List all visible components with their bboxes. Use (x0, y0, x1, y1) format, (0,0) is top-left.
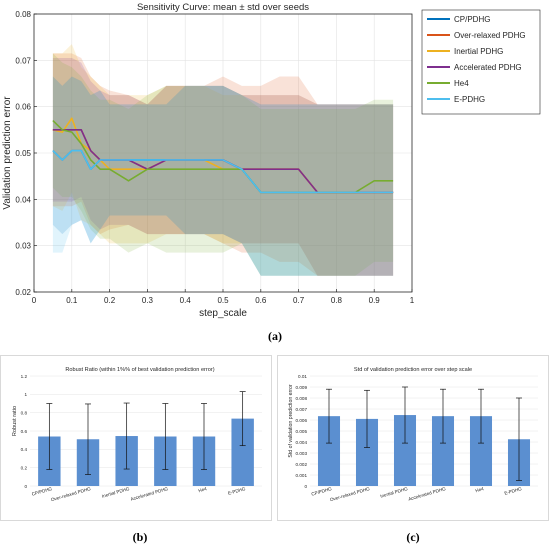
y-tick-label: 0.01 (298, 374, 307, 379)
y-tick-label: 1 (24, 392, 27, 397)
y-tick-label: 0.03 (15, 242, 31, 251)
caption-a: (a) (268, 329, 282, 343)
x-tick-label: CP/PDHG (311, 486, 333, 497)
std-band-0 (52, 76, 394, 276)
panel-c-error-bars (326, 386, 522, 481)
y-tick-label: 0.04 (15, 195, 31, 204)
x-tick-label: 0.3 (142, 296, 154, 305)
y-tick-label: 0.02 (15, 288, 31, 297)
y-tick-label: 0.008 (296, 396, 308, 401)
y-tick-label: 0 (304, 484, 307, 489)
std-band-5 (52, 76, 394, 276)
bar (431, 416, 455, 486)
y-tick-label: 0.08 (15, 10, 31, 19)
panel-c-title: Std of validation prediction error over … (354, 367, 472, 373)
panel-a-y-label: Validation prediction error (2, 96, 13, 210)
x-tick-label: He4 (198, 486, 208, 493)
y-tick-label: 0.007 (296, 407, 308, 412)
x-tick-label: 0.5 (217, 296, 229, 305)
caption-c: (c) (406, 530, 419, 544)
bar (393, 415, 417, 486)
panel-c-y-label: Std of validation prediction error (288, 384, 294, 458)
x-tick-label: He4 (475, 486, 485, 493)
panel-b-title: Robust Ratio (within 1%% of best validat… (65, 367, 214, 373)
panel-c-y-ticks: 0 0.001 0.002 0.003 0.004 0.005 0.006 0.007 0.00… (296, 374, 308, 489)
x-tick-label: 0.4 (180, 296, 192, 305)
y-tick-label: 0.004 (296, 440, 308, 445)
x-tick-label: 0.1 (66, 296, 78, 305)
bar (317, 416, 341, 486)
legend-label: Inertial PDHG (454, 47, 503, 56)
x-tick-label: 0 (32, 296, 37, 305)
legend-label: He4 (454, 79, 469, 88)
panel-a-mean-lines (52, 117, 394, 194)
bar (231, 418, 254, 486)
panel-a-legend: CP/PDHG Over-relaxed PDHG Inertial PDHG Acc… (421, 9, 541, 115)
panel-b-y-ticks: 0 0.2 0.4 0.6 0.8 1 1.2 (21, 374, 28, 489)
panel-a-y-ticks: 0.02 0.03 0.04 0.05 0.06 0.07 0.08 (15, 10, 37, 297)
std-band-4 (52, 53, 394, 276)
x-tick-label: 0.7 (293, 296, 305, 305)
y-tick-label: 0 (24, 484, 27, 489)
bar (469, 416, 493, 486)
std-band-3 (52, 58, 394, 276)
panel-c-bars (317, 415, 531, 486)
panel-b-grid (30, 375, 262, 487)
x-tick-label: CP/PDHG (31, 486, 53, 497)
y-tick-label: 0.07 (15, 56, 31, 65)
panel-a-x-label: step_scale (199, 308, 247, 319)
sensitivity-curve-panel: Sensitivity Curve: mean ± std over seeds… (2, 2, 541, 343)
y-tick-label: 0.6 (21, 429, 28, 434)
legend-label: Over-relaxed PDHG (454, 31, 526, 40)
bar (355, 418, 379, 486)
panel-c-grid (310, 375, 538, 487)
caption-b: (b) (133, 530, 148, 544)
y-tick-label: 0.05 (15, 149, 31, 158)
y-tick-label: 0.005 (296, 429, 308, 434)
robust-ratio-panel: Robust Ratio (within 1%% of best validat… (0, 355, 272, 544)
panel-a-title: Sensitivity Curve: mean ± std over seeds (137, 2, 309, 13)
x-tick-label: E-PDHG (504, 486, 523, 496)
x-tick-label: 1 (410, 296, 415, 305)
y-tick-label: 0.001 (296, 473, 308, 478)
y-tick-label: 0.06 (15, 103, 31, 112)
x-tick-label: E-PDHG (227, 486, 246, 496)
panel-a-x-ticks: 0 0.1 0.2 0.3 0.4 0.5 0.6 0.7 0.8 0.9 1 (32, 289, 415, 305)
x-tick-label: 0.6 (255, 296, 267, 305)
panel-b-y-label: Robust ratio (12, 406, 18, 436)
std-band-1 (52, 53, 394, 276)
y-tick-label: 0.006 (296, 418, 308, 423)
legend-label: E-PDHG (454, 95, 485, 104)
legend-label: CP/PDHG (454, 15, 490, 24)
panel-a-grid (34, 14, 412, 292)
y-tick-label: 0.4 (21, 447, 28, 452)
y-tick-label: 0.002 (296, 462, 308, 467)
y-tick-label: 0.2 (21, 465, 28, 470)
y-tick-label: 1.2 (21, 374, 28, 379)
y-tick-label: 0.8 (21, 410, 28, 415)
x-tick-label: 0.2 (104, 296, 116, 305)
std-error-panel: Std of validation prediction error over … (277, 355, 549, 544)
legend-box (421, 9, 541, 115)
y-tick-label: 0.009 (296, 385, 308, 390)
x-tick-label: 0.9 (369, 296, 381, 305)
mean-line-5 (52, 149, 394, 194)
y-tick-label: 0.003 (296, 451, 308, 456)
panel-b-error-bars (46, 391, 246, 475)
legend-label: Accelerated PDHG (454, 63, 522, 72)
x-tick-label: 0.8 (331, 296, 343, 305)
